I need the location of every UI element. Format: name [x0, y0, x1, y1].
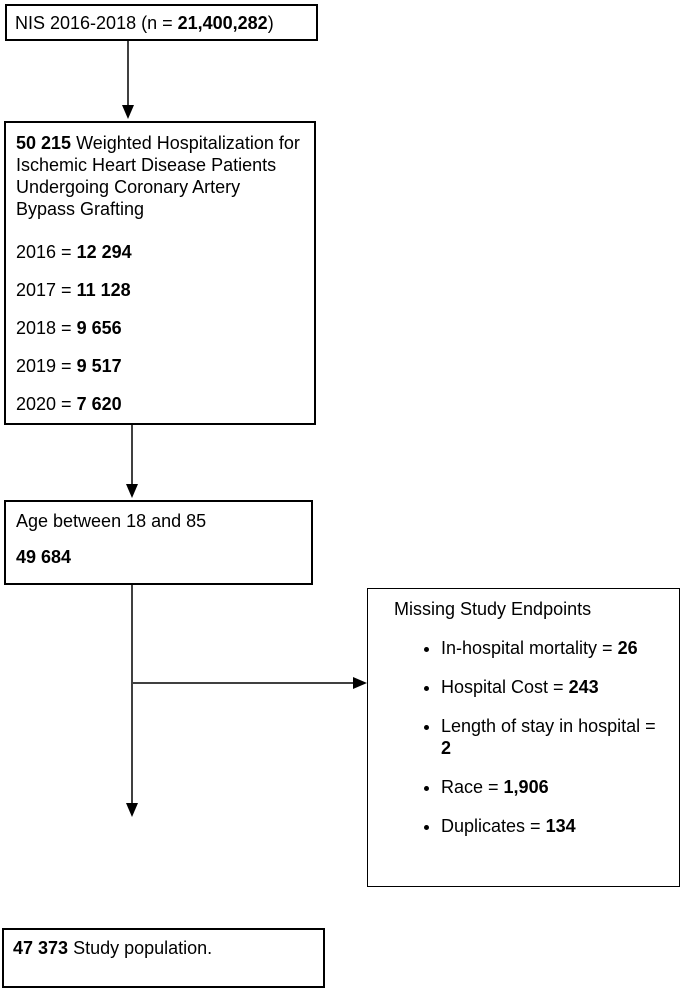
missing-item-label: In-hospital mortality =	[441, 638, 618, 658]
year-line-2018: 2018 = 9 656	[16, 317, 304, 339]
missing-item-value: 26	[617, 638, 638, 658]
age-filter-label: Age between 18 and 85	[16, 511, 207, 531]
year-line-2016: 2016 = 12 294	[16, 241, 304, 263]
arrow-weighted-to-age	[126, 425, 138, 498]
weighted-count: 50 215	[16, 133, 72, 153]
year-label: 2019 =	[16, 356, 77, 376]
missing-item-mortality: In-hospital mortality = 26	[441, 637, 667, 659]
missing-item-label: Hospital Cost =	[441, 677, 569, 697]
nis-total-n: 21,400,282	[177, 13, 268, 33]
missing-item-value: 243	[568, 677, 599, 697]
arrow-nis-to-weighted	[122, 40, 134, 119]
year-value: 7 620	[76, 394, 122, 414]
year-value: 11 128	[76, 280, 131, 300]
year-label: 2018 =	[16, 318, 77, 338]
missing-item-hospital-cost: Hospital Cost = 243	[441, 676, 667, 698]
missing-item-label: Length of stay in hospital =	[441, 716, 656, 736]
study-population-count: 47 373	[13, 938, 69, 958]
study-population-label: Study population.	[68, 938, 213, 958]
box-weighted-hospitalizations: 50 215 Weighted Hospitalization for Isch…	[4, 121, 316, 425]
missing-item-value: 1,906	[503, 777, 549, 797]
nis-text-suffix: )	[267, 13, 274, 33]
missing-item-race: Race = 1,906	[441, 776, 667, 798]
weighted-description: 50 215 Weighted Hospitalization for Isch…	[16, 132, 304, 220]
box-age-filter: Age between 18 and 85 49 684	[4, 500, 313, 585]
year-line-2020: 2020 = 7 620	[16, 393, 304, 415]
year-label: 2020 =	[16, 394, 77, 414]
missing-item-value: 134	[545, 816, 576, 836]
year-line-2017: 2017 = 11 128	[16, 279, 304, 301]
year-label: 2017 =	[16, 280, 77, 300]
missing-item-value: 2	[441, 738, 452, 758]
year-label: 2016 =	[16, 242, 77, 262]
arrow-to-missing-endpoints	[133, 677, 367, 689]
box-study-population: 47 373 Study population.	[2, 928, 325, 988]
box-nis-cohort: NIS 2016-2018 (n = 21,400,282)	[5, 4, 318, 41]
missing-item-duplicates: Duplicates = 134	[441, 815, 667, 837]
missing-item-length-of-stay: Length of stay in hospital = 2	[441, 715, 667, 759]
arrow-age-to-study	[126, 585, 138, 817]
missing-item-label: Duplicates =	[441, 816, 546, 836]
missing-endpoints-title: Missing Study Endpoints	[394, 599, 592, 619]
age-filter-count: 49 684	[16, 547, 72, 567]
year-line-2019: 2019 = 9 517	[16, 355, 304, 377]
weighted-description-text: Weighted Hospitalization for Ischemic He…	[16, 133, 300, 219]
missing-endpoints-list: In-hospital mortality = 26 Hospital Cost…	[394, 637, 667, 837]
missing-item-label: Race =	[441, 777, 504, 797]
box-missing-endpoints: Missing Study Endpoints In-hospital mort…	[367, 588, 680, 887]
year-value: 9 517	[76, 356, 122, 376]
nis-text-prefix: NIS 2016-2018 (n =	[15, 13, 178, 33]
year-value: 12 294	[76, 242, 132, 262]
year-value: 9 656	[76, 318, 122, 338]
